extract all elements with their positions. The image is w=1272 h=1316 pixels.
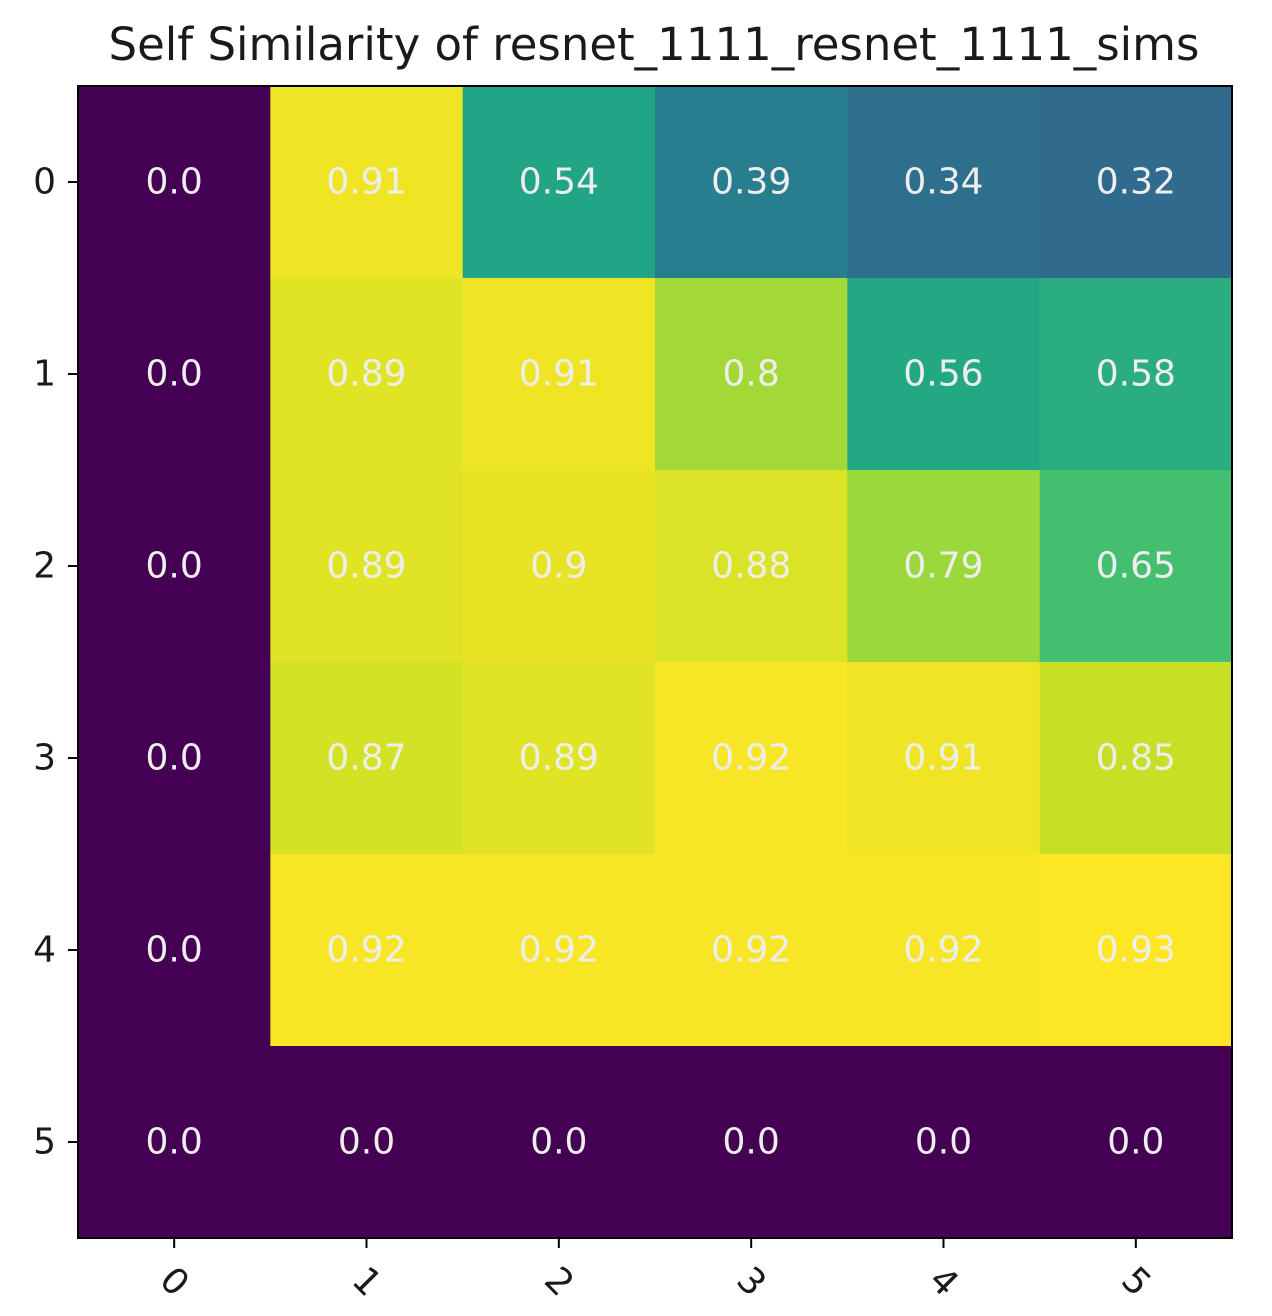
- heatmap-cell: [847, 1046, 1041, 1239]
- cell-value-label: 0.92: [711, 738, 791, 779]
- x-tick-label: 2: [536, 1259, 581, 1304]
- heatmap-cell: [655, 854, 848, 1047]
- heatmap-cell: [270, 86, 464, 279]
- x-tick-label: 0: [152, 1259, 197, 1304]
- heatmap-cell: [78, 86, 271, 279]
- x-tick-label: 1: [344, 1259, 389, 1304]
- x-tick-label: 3: [729, 1259, 774, 1304]
- cell-value-label: 0.0: [723, 1122, 780, 1163]
- cell-value-label: 0.89: [326, 546, 406, 587]
- heatmap-cells: [78, 86, 1233, 1239]
- cell-value-label: 0.39: [711, 162, 791, 203]
- heatmap-cell: [270, 1046, 464, 1239]
- cell-value-label: 0.56: [903, 354, 983, 395]
- heatmap-cell: [655, 1046, 848, 1239]
- cell-value-label: 0.85: [1096, 738, 1176, 779]
- cell-value-label: 0.8: [723, 354, 780, 395]
- heatmap-cell: [78, 1046, 271, 1239]
- heatmap-cell: [462, 662, 656, 855]
- y-tick-label: 0: [33, 162, 56, 203]
- cell-value-label: 0.91: [326, 162, 406, 203]
- cell-value-label: 0.88: [711, 546, 791, 587]
- y-tick-label: 5: [33, 1122, 56, 1163]
- cell-value-label: 0.0: [146, 162, 203, 203]
- cell-value-label: 0.0: [146, 546, 203, 587]
- cell-value-label: 0.0: [530, 1122, 587, 1163]
- heatmap-cell: [1039, 278, 1233, 471]
- y-tick-label: 1: [33, 354, 56, 395]
- heatmap-cell: [655, 86, 848, 279]
- cell-value-label: 0.0: [146, 930, 203, 971]
- cell-value-label: 0.0: [338, 1122, 395, 1163]
- cell-value-label: 0.92: [519, 930, 599, 971]
- heatmap-cell: [847, 278, 1041, 471]
- cell-value-label: 0.92: [711, 930, 791, 971]
- cell-value-label: 0.89: [326, 354, 406, 395]
- cell-value-label: 0.0: [146, 738, 203, 779]
- heatmap-cell: [78, 662, 271, 855]
- chart-title: Self Similarity of resnet_1111_resnet_11…: [109, 18, 1200, 71]
- cell-value-label: 0.87: [326, 738, 406, 779]
- heatmap-cell: [655, 278, 848, 471]
- heatmap-cell: [1039, 854, 1233, 1047]
- heatmap-cell: [78, 278, 271, 471]
- cell-value-label: 0.91: [903, 738, 983, 779]
- plot-frame: [77, 85, 1233, 1239]
- cell-value-label: 0.89: [519, 738, 599, 779]
- heatmap-cell: [847, 662, 1041, 855]
- x-tick-label: 5: [1113, 1259, 1158, 1304]
- y-axis: 0 1 2 3 4 5: [33, 162, 78, 1163]
- cell-value-label: 0.92: [903, 930, 983, 971]
- cell-value-label: 0.91: [519, 354, 599, 395]
- cell-value-label: 0.0: [146, 354, 203, 395]
- heatmap-cell: [462, 278, 656, 471]
- heatmap-cell: [847, 86, 1041, 279]
- heatmap-cell: [655, 662, 848, 855]
- heatmap-cell: [1039, 86, 1233, 279]
- heatmap-cell: [462, 470, 656, 663]
- heatmap-cell: [1039, 662, 1233, 855]
- y-tick-label: 4: [33, 930, 56, 971]
- cell-value-label: 0.93: [1096, 930, 1176, 971]
- heatmap-cell: [270, 278, 464, 471]
- cell-value-label: 0.0: [915, 1122, 972, 1163]
- cell-value-label: 0.79: [903, 546, 983, 587]
- cell-value-label: 0.0: [146, 1122, 203, 1163]
- cell-value-label: 0.34: [903, 162, 983, 203]
- x-axis: 0 1 2 3 4 5: [152, 1238, 1158, 1305]
- heatmap-cell: [462, 854, 656, 1047]
- heatmap-cell: [270, 662, 464, 855]
- x-tick-label: 4: [921, 1259, 966, 1304]
- cell-value-label: 0.9: [530, 546, 587, 587]
- heatmap-cell: [655, 470, 848, 663]
- y-tick-label: 2: [33, 546, 56, 587]
- cell-value-label: 0.54: [519, 162, 599, 203]
- cell-value-labels: 0.0 0.91 0.54 0.39 0.34 0.32 0.0 0.89 0.91 0.8 0.5…: [146, 162, 1176, 1163]
- cell-value-label: 0.65: [1096, 546, 1176, 587]
- y-tick-label: 3: [33, 738, 56, 779]
- heatmap-cell: [78, 854, 271, 1047]
- cell-value-label: 0.0: [1107, 1122, 1164, 1163]
- cell-value-label: 0.58: [1096, 354, 1176, 395]
- heatmap-cell: [462, 86, 656, 279]
- cell-value-label: 0.32: [1096, 162, 1176, 203]
- heatmap-cell: [78, 470, 271, 663]
- heatmap-cell: [847, 854, 1041, 1047]
- heatmap-cell: [1039, 1046, 1233, 1239]
- heatmap-cell: [462, 1046, 656, 1239]
- heatmap-cell: [1039, 470, 1233, 663]
- cell-value-label: 0.92: [326, 930, 406, 971]
- heatmap-cell: [270, 854, 464, 1047]
- heatmap-cell: [847, 470, 1041, 663]
- heatmap-cell: [270, 470, 464, 663]
